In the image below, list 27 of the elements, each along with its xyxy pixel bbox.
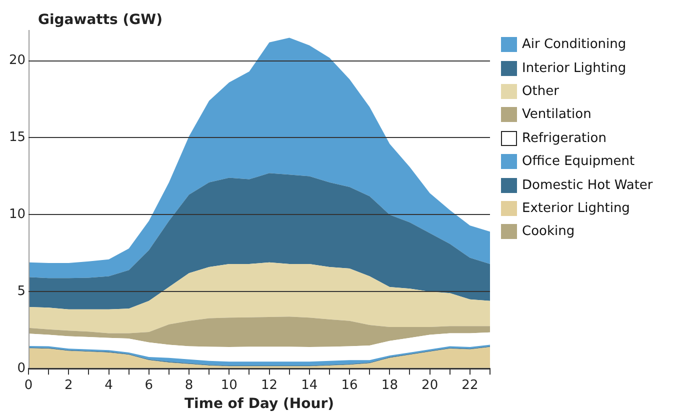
x-tick-label: 20 bbox=[422, 378, 438, 393]
legend-label: Ventilation bbox=[522, 107, 592, 122]
legend-label: Air Conditioning bbox=[522, 37, 626, 52]
x-tick-label: 6 bbox=[144, 378, 154, 393]
y-tick-label: 10 bbox=[8, 207, 26, 222]
legend-label: Office Equipment bbox=[522, 154, 635, 170]
x-tick-label: 18 bbox=[381, 378, 398, 393]
x-tick-label: 12 bbox=[261, 378, 278, 393]
x-tick-label: 10 bbox=[220, 378, 238, 393]
legend-label: Cooking bbox=[522, 224, 575, 240]
legend-label: Domestic Hot Water bbox=[522, 178, 653, 193]
legend-label: Exterior Lighting bbox=[522, 200, 630, 216]
x-tick-label: 22 bbox=[462, 378, 478, 393]
legend-label: Interior Lighting bbox=[522, 60, 626, 76]
x-tick-label: 8 bbox=[184, 378, 194, 393]
y-tick-label: 0 bbox=[17, 360, 26, 376]
text: Refrigeration bbox=[522, 130, 606, 146]
x-tick-label: 2 bbox=[64, 378, 73, 393]
y-tick-label: 5 bbox=[17, 284, 26, 300]
y-tick-label: 15 bbox=[8, 130, 26, 146]
x-tick-label: 16 bbox=[341, 378, 358, 393]
x-tick-label: 14 bbox=[301, 378, 318, 393]
y-tick-label: 20 bbox=[8, 53, 26, 68]
x-tick-label: 4 bbox=[104, 378, 113, 393]
y-axis-title: Gigawatts (GW) bbox=[38, 12, 162, 28]
x-axis-title: Time of Day (Hour) bbox=[184, 396, 334, 412]
legend-label: Other bbox=[522, 84, 559, 99]
